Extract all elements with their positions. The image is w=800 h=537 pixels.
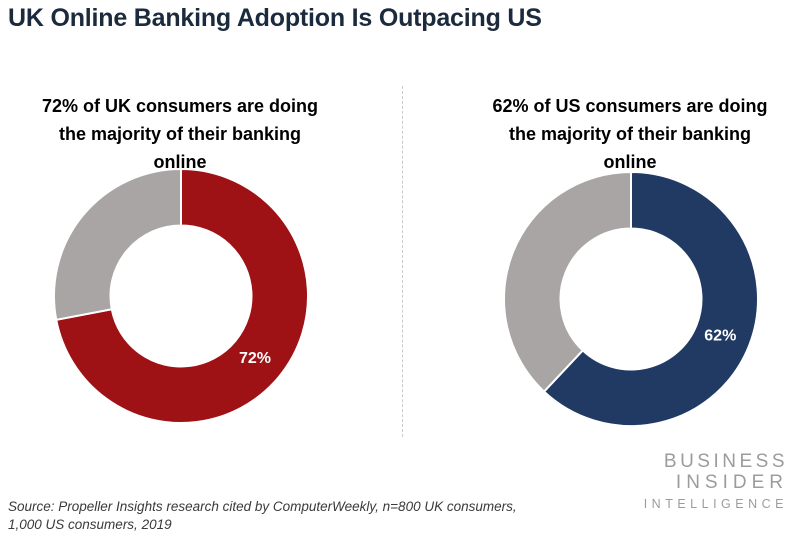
donut-segment: [503, 170, 632, 393]
us-donut-chart: 62%: [503, 170, 759, 427]
us-chart-title-line: the majority of their banking: [508, 124, 752, 144]
uk-donut-chart: 72%: [53, 167, 309, 424]
us-chart-title: 62% of US consumers are doing the majori…: [470, 92, 790, 176]
page-title: UK Online Banking Adoption Is Outpacing …: [8, 4, 542, 32]
uk-chart-title-line: 72% of UK consumers are doing: [41, 96, 319, 116]
donut-segment: [53, 167, 182, 321]
us-chart-title-line: online: [603, 152, 657, 172]
donut-segment: [55, 167, 309, 424]
logo-business-text: BUSINESS: [663, 451, 788, 472]
logo-intelligence-text: INTELLIGENCE: [643, 497, 788, 511]
donut-value-label: 72%: [239, 350, 271, 367]
donut-value-label: 62%: [704, 327, 736, 344]
logo-insider-text: INSIDER: [675, 472, 788, 493]
source-note: Source: Propeller Insights research cite…: [8, 498, 517, 533]
uk-chart-title: 72% of UK consumers are doing the majori…: [20, 92, 340, 176]
uk-chart-title-line: online: [153, 152, 207, 172]
us-chart-title-line: 62% of US consumers are doing: [492, 96, 768, 116]
source-line: 1,000 US consumers, 2019: [8, 516, 172, 532]
business-insider-intelligence-logo: BUSINESS INSIDER INTELLIGENCE: [644, 451, 788, 514]
source-line: Source: Propeller Insights research cite…: [8, 499, 517, 514]
charts-divider: [402, 86, 403, 437]
uk-chart-title-line: the majority of their banking: [58, 124, 302, 144]
donut-segment: [542, 170, 759, 427]
